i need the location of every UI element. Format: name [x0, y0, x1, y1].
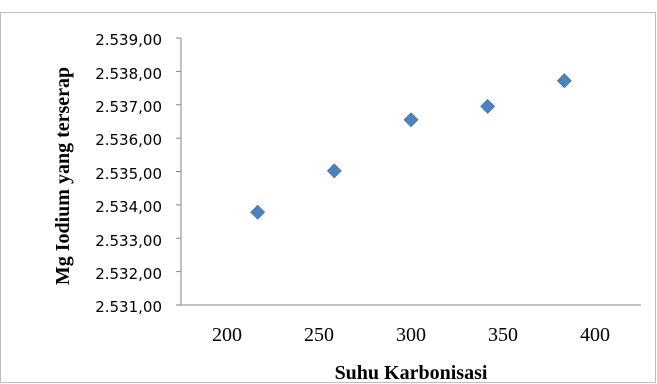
- data-point: [403, 112, 419, 128]
- data-point: [250, 204, 266, 220]
- y-tick-label: 2.539,00: [95, 31, 162, 49]
- y-tick-label: 2.531,00: [95, 298, 162, 316]
- x-tick-label: 200: [212, 324, 242, 346]
- chart-border: [0, 12, 656, 383]
- axes: [176, 37, 641, 306]
- x-tick-label: 400: [580, 324, 610, 346]
- y-tick-label: 2.538,00: [95, 65, 162, 83]
- y-tick-marks: [176, 37, 181, 306]
- y-axis-title: Mg Iodium yang terserap: [52, 67, 74, 285]
- data-point: [326, 163, 342, 179]
- x-tick-labels: 200 250 300 350 400: [212, 324, 610, 346]
- data-point: [480, 98, 496, 114]
- x-axis-title: Suhu Karbonisasi: [335, 362, 488, 384]
- y-tick-label: 2.536,00: [95, 131, 162, 149]
- y-tick-label: 2.532,00: [95, 265, 162, 283]
- y-tick-label: 2.537,00: [95, 98, 162, 116]
- y-tick-label: 2.535,00: [95, 165, 162, 183]
- x-tick-label: 350: [488, 324, 518, 346]
- data-point: [556, 73, 572, 89]
- x-tick-label: 250: [304, 324, 334, 346]
- y-tick-label: 2.534,00: [95, 198, 162, 216]
- data-points: [250, 73, 572, 220]
- y-tick-labels: 2.539,00 2.538,00 2.537,00 2.536,00 2.53…: [95, 31, 162, 316]
- x-tick-label: 300: [396, 324, 426, 346]
- y-tick-label: 2.533,00: [95, 232, 162, 250]
